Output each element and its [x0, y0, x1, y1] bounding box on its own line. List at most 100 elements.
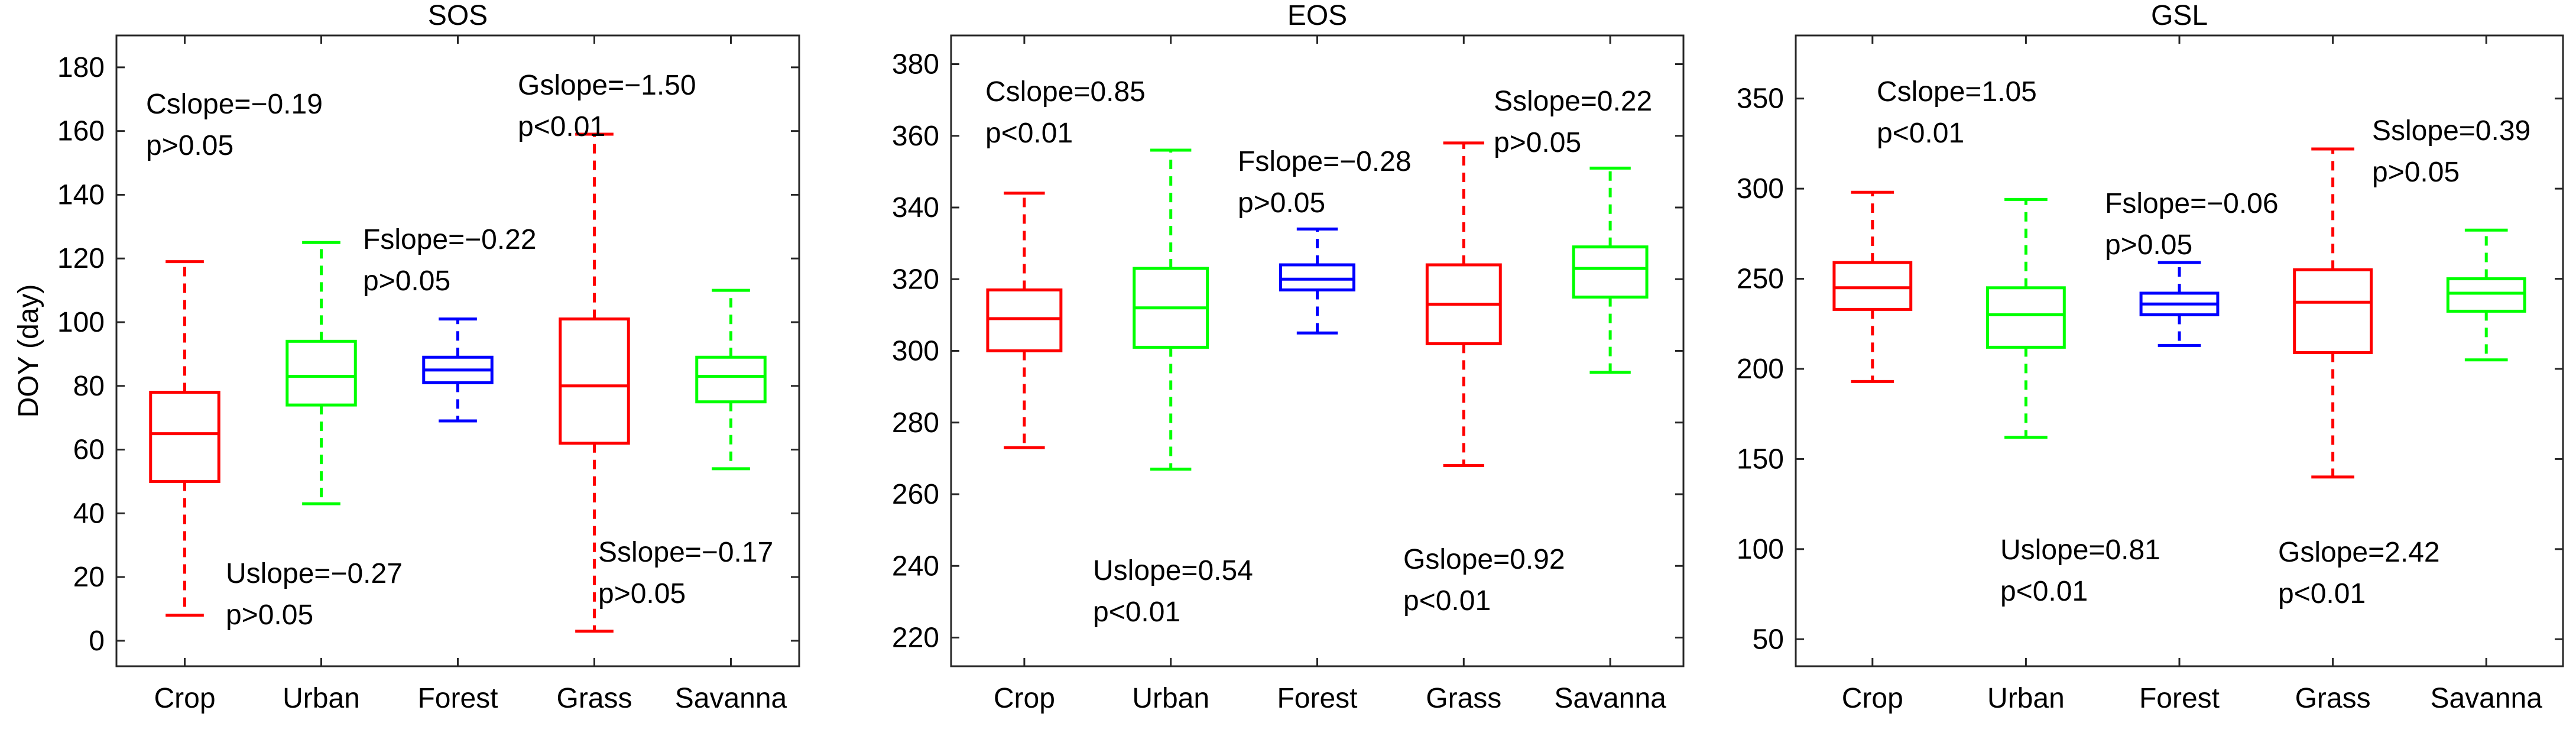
- slope-label: Sslope=0.22: [1494, 86, 1652, 117]
- y-tick-label: 280: [892, 407, 939, 439]
- x-tick-label: Urban: [283, 683, 360, 714]
- x-tick-label: Savanna: [1554, 683, 1666, 714]
- annotation-grass: Gslope=−1.50 p<0.01: [518, 70, 696, 142]
- p-value-label: p<0.01: [518, 111, 605, 142]
- y-tick-label: 350: [1737, 83, 1784, 115]
- chart-title: SOS: [428, 0, 488, 31]
- y-tick-label: 260: [892, 479, 939, 510]
- p-value-label: p<0.01: [2000, 576, 2088, 607]
- chart-panel-sos: SOS 0 20 40 60 80 100 120 140 160 180 DOY (day) Crop…: [13, 0, 800, 714]
- x-tick-label: Urban: [1987, 683, 2065, 714]
- slope-label: Sslope=−0.17: [598, 537, 773, 568]
- x-tick-label: Crop: [154, 683, 215, 714]
- p-value-label: p>0.05: [2372, 157, 2460, 188]
- x-tick-label: Grass: [1426, 683, 1501, 714]
- y-tick-label: 150: [1737, 443, 1784, 475]
- annotation-savanna: Sslope=0.39 p>0.05: [2372, 115, 2530, 188]
- iqr-box: [986, 288, 1063, 352]
- p-value-label: p<0.01: [985, 118, 1073, 149]
- iqr-box: [149, 391, 220, 483]
- box-savanna: [2446, 228, 2526, 362]
- y-tick-label: 300: [892, 336, 939, 367]
- annotation-forest: Fslope=−0.22 p>0.05: [363, 224, 537, 297]
- x-tick-label: Savanna: [2430, 683, 2542, 714]
- slope-label: Uslope=0.81: [2000, 534, 2160, 566]
- p-value-label: p>0.05: [598, 578, 686, 609]
- y-tick-label: 120: [57, 243, 105, 274]
- annotation-urban: Uslope=−0.27 p>0.05: [226, 558, 403, 631]
- y-tick-label: 240: [892, 550, 939, 582]
- annotation-urban: Uslope=0.81 p<0.01: [2000, 534, 2160, 607]
- annotation-forest: Fslope=−0.06 p>0.05: [2105, 188, 2279, 261]
- slope-label: Cslope=−0.19: [146, 89, 323, 120]
- slope-label: Cslope=1.05: [1877, 76, 2037, 108]
- p-value-label: p>0.05: [2105, 229, 2192, 261]
- box-savanna: [695, 288, 767, 471]
- y-tick-label: 20: [73, 562, 105, 593]
- box-forest: [1279, 227, 1355, 335]
- y-tick-label: 40: [73, 498, 105, 529]
- box-forest: [2139, 261, 2220, 347]
- y-tick-label: 200: [1737, 354, 1784, 385]
- slope-label: Gslope=2.42: [2278, 537, 2440, 568]
- box-urban: [1133, 148, 1209, 471]
- slope-label: Cslope=0.85: [985, 76, 1146, 108]
- iqr-box: [1572, 245, 1649, 299]
- annotation-grass: Gslope=2.42 p<0.01: [2278, 537, 2440, 609]
- x-tick-label: Crop: [994, 683, 1055, 714]
- p-value-label: p>0.05: [1238, 187, 1325, 219]
- p-value-label: p>0.05: [1494, 127, 1581, 158]
- box-forest: [422, 317, 494, 423]
- annotation-savanna: Sslope=−0.17 p>0.05: [598, 537, 773, 609]
- y-tick-label: 360: [892, 121, 939, 152]
- y-tick-label: 50: [1753, 624, 1784, 655]
- y-tick-label: 380: [892, 49, 939, 80]
- p-value-label: p<0.01: [1093, 596, 1180, 628]
- chart-title: GSL: [2151, 0, 2208, 31]
- x-tick-label: Forest: [1277, 683, 1357, 714]
- slope-label: Uslope=0.54: [1093, 555, 1253, 586]
- box-urban: [1986, 197, 2066, 439]
- y-tick-label: 250: [1737, 264, 1784, 295]
- iqr-box: [2446, 277, 2526, 313]
- annotation-savanna: Sslope=0.22 p>0.05: [1494, 86, 1652, 158]
- box-urban: [285, 241, 357, 505]
- x-tick-label: Grass: [556, 683, 632, 714]
- y-tick-label: 100: [57, 307, 105, 338]
- x-tick-label: Crop: [1842, 683, 1903, 714]
- p-value-label: p<0.01: [2278, 578, 2366, 609]
- box-grass: [2293, 147, 2373, 479]
- y-tick-label: 60: [73, 435, 105, 466]
- x-tick-label: Urban: [1132, 683, 1209, 714]
- annotation-urban: Uslope=0.54 p<0.01: [1093, 555, 1253, 628]
- y-tick-label: 100: [1737, 534, 1784, 565]
- annotation-crop: Cslope=0.85 p<0.01: [985, 76, 1146, 149]
- iqr-box: [695, 355, 767, 404]
- y-axis-label: DOY (day): [13, 284, 44, 418]
- annotation-crop: Cslope=1.05 p<0.01: [1877, 76, 2037, 149]
- p-value-label: p>0.05: [226, 599, 313, 631]
- slope-label: Fslope=−0.22: [363, 224, 537, 255]
- p-value-label: p<0.01: [1403, 585, 1491, 617]
- y-tick-label: 140: [57, 179, 105, 210]
- chart-panel-eos: EOS 220 240 260 280 300 320 340 360 380 Crop Urban F…: [892, 0, 1685, 714]
- x-tick-label: Grass: [2295, 683, 2371, 714]
- slope-label: Gslope=−1.50: [518, 70, 696, 101]
- slope-label: Fslope=−0.06: [2105, 188, 2279, 219]
- iqr-box: [1832, 261, 1913, 311]
- y-tick-label: 80: [73, 371, 105, 402]
- x-tick-label: Savanna: [675, 683, 787, 714]
- p-value-label: p>0.05: [363, 265, 450, 297]
- y-tick-label: 160: [57, 116, 105, 147]
- annotation-forest: Fslope=−0.28 p>0.05: [1238, 146, 1412, 219]
- iqr-box: [1279, 263, 1355, 291]
- box-crop: [986, 192, 1063, 449]
- annotation-crop: Cslope=−0.19 p>0.05: [146, 89, 323, 161]
- y-tick-label: 0: [89, 625, 105, 657]
- slope-label: Gslope=0.92: [1403, 544, 1565, 575]
- iqr-box: [285, 339, 357, 407]
- y-tick-label: 320: [892, 264, 939, 295]
- slope-label: Sslope=0.39: [2372, 115, 2530, 147]
